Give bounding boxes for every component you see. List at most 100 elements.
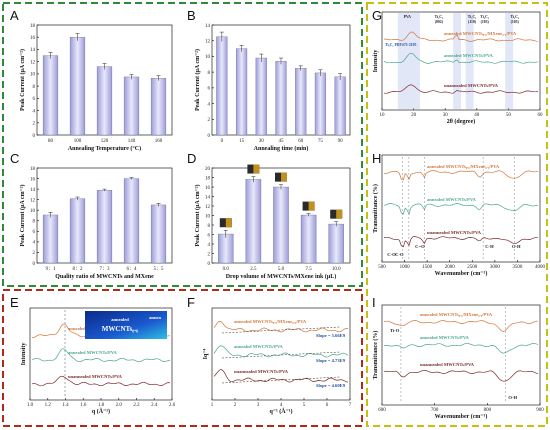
series-line-g xyxy=(383,84,539,94)
x-tick-label-c: 5：5 xyxy=(153,267,164,272)
series-label-i: annealed MWCNTs₀.₆/MXene₀.₄/PVA xyxy=(420,312,493,317)
bar-b xyxy=(314,72,326,136)
x-tick-label-e: 1.2 xyxy=(45,403,52,408)
y-tick-label-d: 12 xyxy=(205,205,211,210)
y-tick-label-b: 14 xyxy=(205,24,211,29)
y-tick-label-b: 8 xyxy=(208,71,211,76)
series-line-i xyxy=(383,342,539,354)
bar-a xyxy=(42,55,59,136)
x-axis-label-f: q⁻¹ (Å⁻¹) xyxy=(269,407,292,415)
sample-image-gold-d xyxy=(336,209,343,219)
x-tick-label-d: 10.0 xyxy=(332,267,341,272)
group-border-red xyxy=(2,289,363,427)
x-tick-label-g: 40 xyxy=(474,113,480,118)
series-line-g xyxy=(383,52,539,64)
x-tick-label-a: 140 xyxy=(128,139,136,144)
x-tick-label-g: 30 xyxy=(443,113,449,118)
inset-text-e: annea xyxy=(149,315,161,320)
plot-frame-g xyxy=(381,11,541,111)
band-label-h: C-O xyxy=(387,252,396,257)
chart-a: 0 2 4 6 8 10 12 14 16 18 80 100 120 140 160 Annealing T… xyxy=(19,24,173,152)
x-tick-label-a: 80 xyxy=(48,139,54,144)
panel-label-c: C xyxy=(10,151,19,166)
x-tick-label-i: 600 xyxy=(378,408,386,413)
bar-b xyxy=(295,68,307,136)
y-tick-label-a: 10 xyxy=(30,73,36,78)
bar-b xyxy=(255,57,267,136)
y-tick-label-c: 2 xyxy=(33,251,36,256)
x-tick-label-f: 1 xyxy=(211,403,214,408)
bar-c xyxy=(96,190,113,264)
peak-band-g xyxy=(465,13,474,109)
x-tick-label-e: 1.8 xyxy=(98,403,105,408)
x-axis-label-e: q (Å⁻¹) xyxy=(92,407,110,415)
series-label-g: unannealed MWCNTs/PVA xyxy=(444,83,499,88)
plot-frame-h xyxy=(381,154,541,263)
bar-c xyxy=(123,178,140,264)
inset-text-e: MWCNTs₀.₆ xyxy=(102,325,138,333)
chart-g: 10 20 30 40 50 60 2θ (degree) Intensity annealed… xyxy=(373,11,543,125)
x-tick-label-f: 4 xyxy=(280,403,283,408)
x-tick-label-h: 2500 xyxy=(467,265,478,270)
series-label-f: unannealed MWCNTs/PVA xyxy=(234,369,289,374)
x-tick-label-e: 1.6 xyxy=(80,403,87,408)
x-axis-label-g: 2θ (degree) xyxy=(447,118,476,125)
band-label-h: O-H xyxy=(512,244,521,249)
band-label-i: Ti-O xyxy=(390,328,400,333)
y-tick-label-a: 14 xyxy=(30,48,36,53)
x-tick-label-f: 3 xyxy=(257,403,260,408)
x-tick-label-a: 120 xyxy=(101,139,109,144)
series-label-f: annealed MWCNTs₀.₆/MXene₀.₄/PVA xyxy=(234,319,307,324)
x-tick-label-f: 6 xyxy=(326,403,329,408)
peak-label-g: Ti₃C₂ xyxy=(468,15,477,19)
series-line-f xyxy=(213,369,349,383)
x-axis-label-c: Quality ratio of MWCNTs and MXene xyxy=(55,274,154,280)
y-axis-label-i: Transmittance (%) xyxy=(372,331,379,380)
x-tick-label-h: 3000 xyxy=(490,265,501,270)
series-line-i xyxy=(383,320,539,332)
peak-label-g: Ti₃C₂ xyxy=(435,15,444,19)
y-tick-label-c: 14 xyxy=(30,188,36,193)
peak-band-g xyxy=(397,13,420,109)
series-label-h: unannealed MWCNTs/PVA xyxy=(427,230,482,235)
sample-image-gold-d xyxy=(308,201,315,211)
peak-band-g xyxy=(505,13,514,109)
sample-image-gold-d xyxy=(225,218,232,228)
x-tick-label-d: 5.0 xyxy=(278,267,285,272)
bar-a xyxy=(150,78,167,136)
y-tick-label-b: 10 xyxy=(205,55,211,60)
y-tick-label-a: 16 xyxy=(30,36,36,41)
peak-label-g: Ti₃C₂ xyxy=(480,15,489,19)
panel-label-h: H xyxy=(372,151,381,166)
x-axis-label-b: Annealing time (min) xyxy=(254,145,309,152)
y-tick-label-b: 6 xyxy=(208,87,211,92)
x-tick-label-f: 2 xyxy=(234,403,237,408)
x-tick-label-b: 60 xyxy=(298,139,304,144)
group-border-green xyxy=(2,2,363,287)
x-tick-label-g: 20 xyxy=(411,113,417,118)
x-tick-label-i: 900 xyxy=(536,408,544,413)
band-label-i: O-H xyxy=(508,395,517,400)
bar-d xyxy=(273,186,289,264)
slope-label-f: Slope = 4.73E9 xyxy=(316,358,346,363)
peak-label-g: (103) xyxy=(481,20,490,24)
y-tick-label-b: 2 xyxy=(208,118,211,123)
y-tick-label-c: 12 xyxy=(30,198,36,203)
y-tick-label-c: 4 xyxy=(33,241,36,246)
bar-b xyxy=(334,76,346,136)
y-tick-label-d: 8 xyxy=(208,224,211,229)
bar-a xyxy=(69,37,86,136)
series-label-e: unannealed MWCNTs/PVA xyxy=(68,374,123,379)
series-line-g xyxy=(383,31,539,42)
peak-label-g: PVA xyxy=(404,15,412,19)
peak-label-g: Ti₃C₂ xyxy=(510,15,519,19)
series-line-h xyxy=(383,203,539,215)
chart-f: 1 2 3 4 5 6 7 q⁻¹ (Å⁻¹) Iq⁻⁴ annealed MWCNTs₀.₆/M… xyxy=(203,307,352,415)
y-tick-label-d: 10 xyxy=(205,214,211,219)
x-tick-label-f: 5 xyxy=(303,403,306,408)
x-tick-label-c: 7：3 xyxy=(99,267,110,272)
x-tick-label-h: 500 xyxy=(378,265,386,270)
group-border-yellow xyxy=(366,2,548,427)
x-tick-label-e: 1.4 xyxy=(62,403,69,408)
y-axis-label-e: Intensity xyxy=(21,343,27,366)
